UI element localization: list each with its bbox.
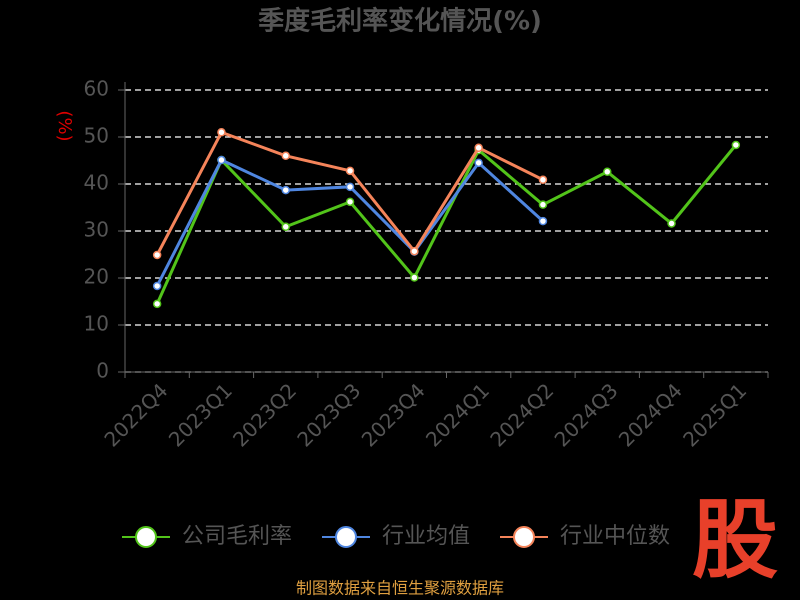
y-tick-label: 50 [84,124,109,148]
chart-title: 季度毛利率变化情况(%) [258,6,542,37]
legend-marker [513,526,535,548]
data-point [538,175,548,185]
data-point [345,182,355,192]
series-line [155,144,738,305]
data-point [410,273,419,282]
y-tick-label: 20 [84,265,109,289]
data-point [345,197,355,207]
watermark-logo: 股 [692,490,778,590]
data-point [538,216,548,226]
y-tick-label: 10 [84,312,109,336]
y-tick-label: 40 [84,171,109,195]
legend-label: 公司毛利率 [182,524,292,549]
data-point [281,222,290,232]
data-point [538,200,548,209]
data-point [474,158,483,168]
data-point [281,185,290,195]
data-point [152,299,162,309]
y-tick-label: 0 [96,359,109,383]
data-point [217,128,226,137]
legend-marker [135,526,157,548]
y-tick-label: 60 [84,77,109,101]
legend-marker [335,526,357,548]
data-point [152,250,162,260]
data-point [731,140,741,150]
legend-label: 行业中位数 [560,524,670,549]
source-note: 制图数据来自恒生聚源数据库 [296,579,504,598]
legend-label: 行业均值 [382,524,470,549]
y-tick-label: 30 [84,218,109,242]
data-point [410,246,419,256]
data-point [152,281,162,291]
data-point [603,167,612,177]
data-point [281,151,290,161]
data-point [667,219,676,228]
data-point [217,155,226,165]
y-axis-label: (%) [54,110,75,141]
data-point [474,143,483,153]
data-point [345,166,355,176]
